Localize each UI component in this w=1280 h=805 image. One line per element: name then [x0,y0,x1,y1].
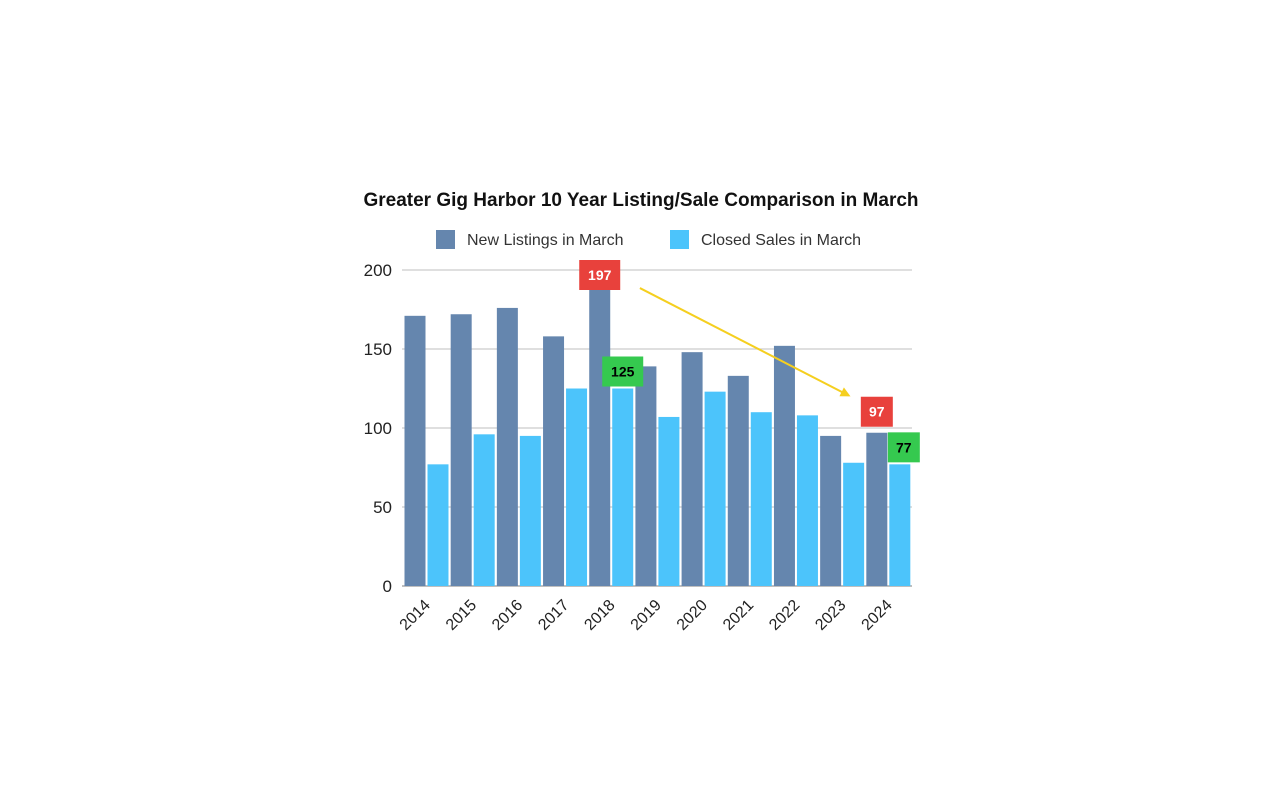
bar-closed-sales-2022 [796,415,818,586]
y-tick-label: 100 [364,419,392,438]
x-tick-label: 2014 [397,597,434,634]
bars [404,274,911,586]
bar-closed-sales-2015 [473,434,495,586]
x-tick-label: 2019 [628,597,665,634]
annotation-label: 197 [588,267,612,283]
bar-new-listings-2020 [681,352,703,586]
annotation-badge [887,432,920,463]
legend-swatch [436,230,455,249]
bar-closed-sales-2019 [658,416,680,586]
legend: New Listings in March Closed Sales in Mar… [436,230,861,249]
x-tick-label: 2015 [443,597,480,634]
x-tick-label: 2016 [489,597,526,634]
x-tick-label: 2021 [720,597,757,634]
bar-closed-sales-2021 [750,412,772,586]
bar-closed-sales-2017 [566,388,588,586]
x-tick-label: 2024 [859,597,896,634]
chart-title: Greater Gig Harbor 10 Year Listing/Sale … [363,190,918,211]
bar-new-listings-2024 [866,432,888,586]
bar-new-listings-2015 [450,314,472,586]
bar-closed-sales-2018 [612,388,634,586]
annotation-badge [579,260,621,290]
annotation-badge [860,396,893,427]
legend-label: Closed Sales in March [701,232,861,249]
x-tick-label: 2018 [581,597,618,634]
annotations: 197 125 97 77 [579,260,920,463]
legend-label: New Listings in March [467,232,624,249]
bar-closed-sales-2016 [519,435,541,586]
bar-closed-sales-2020 [704,391,726,586]
x-tick-label: 2020 [674,597,711,634]
bar-new-listings-2014 [404,315,426,586]
x-tick-label: 2023 [812,597,849,634]
trend-arrow [639,287,851,397]
annotation-label: 125 [611,364,635,380]
legend-swatch [670,230,689,249]
bar-new-listings-2016 [496,307,518,586]
x-tick-label: 2017 [535,597,572,634]
bar-new-listings-2022 [773,345,795,586]
annotation-label: 77 [896,439,912,455]
x-tick-label: 2022 [766,597,803,634]
y-tick-label: 200 [364,261,392,280]
bar-new-listings-2018 [589,274,611,586]
bar-new-listings-2021 [727,375,749,586]
bar-new-listings-2017 [543,336,565,586]
y-tick-label: 150 [364,340,392,359]
bar-closed-sales-2014 [427,464,449,586]
bar-closed-sales-2024 [889,464,911,586]
trend-arrow-line [639,287,851,397]
annotation-badge [602,356,644,387]
annotation-label: 97 [869,404,885,420]
bar-closed-sales-2023 [843,462,865,586]
x-axis: 2014 2015 2016 2017 2018 2019 2020 2021 2022 2023… [397,597,896,634]
y-axis: 0 50 100 150 200 [364,261,392,596]
y-tick-label: 0 [383,577,392,596]
y-tick-label: 50 [373,498,392,517]
bar-new-listings-2019 [635,366,657,586]
bar-new-listings-2023 [820,435,842,586]
